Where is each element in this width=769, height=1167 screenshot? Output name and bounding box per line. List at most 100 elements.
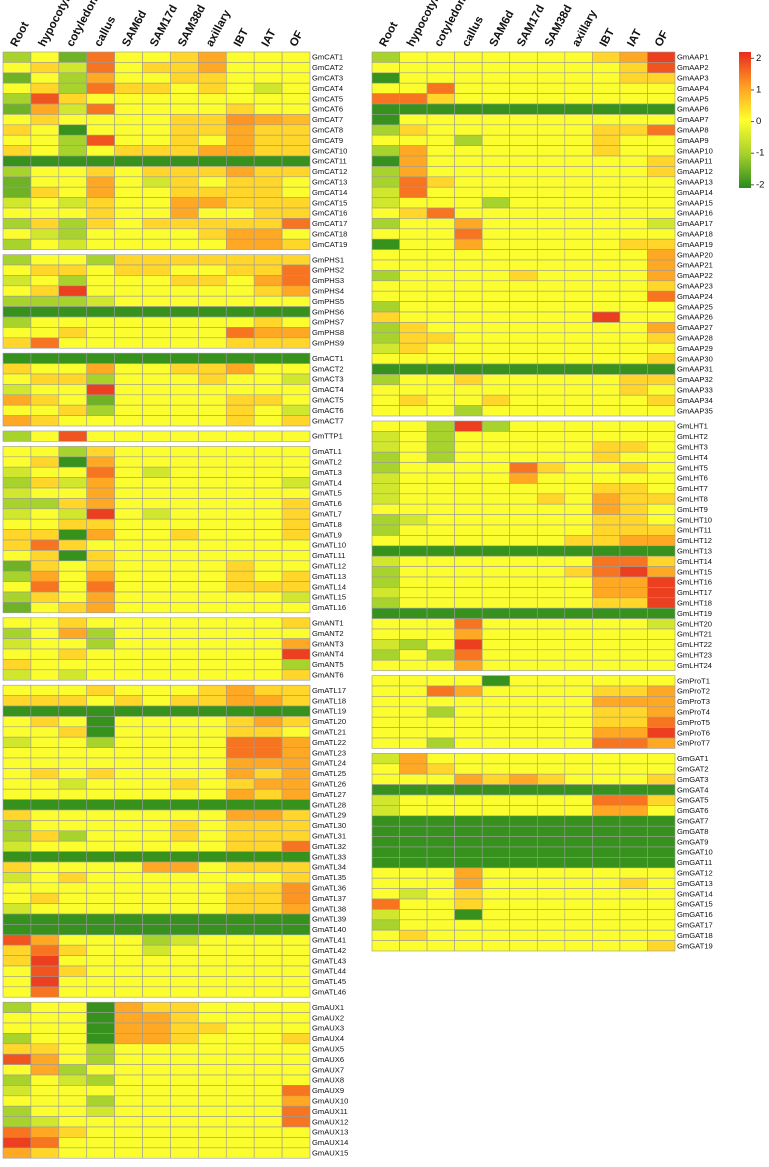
heatmap-cell <box>30 103 60 115</box>
heatmap-cell <box>142 986 171 998</box>
heatmap-cell <box>592 420 621 432</box>
heatmap-cell <box>142 617 171 629</box>
heatmap-cell <box>399 493 428 505</box>
heatmap-cell <box>454 763 483 775</box>
heatmap-cell <box>114 944 143 956</box>
heatmap-cell <box>509 794 538 806</box>
heatmap-cell <box>564 82 593 94</box>
heatmap-cell <box>454 270 483 282</box>
heatmap-cell <box>592 384 621 396</box>
heatmap-cell <box>536 166 566 178</box>
heatmap-cell <box>253 1105 283 1117</box>
heatmap-cell <box>86 82 115 94</box>
heatmap-cell <box>253 498 283 510</box>
heatmap-cell <box>564 114 593 126</box>
heatmap-cell <box>253 986 283 998</box>
heatmap-cell <box>225 1022 255 1034</box>
heatmap-cell <box>2 872 32 884</box>
heatmap-cell <box>454 322 483 334</box>
heatmap-cell <box>170 705 199 717</box>
heatmap-cell <box>399 114 428 126</box>
heatmap-cell <box>253 363 283 375</box>
heatmap-cell <box>2 275 32 287</box>
heatmap-cell <box>225 1053 255 1065</box>
heatmap-cell <box>509 197 538 209</box>
row-label: GmAAP11 <box>677 157 712 166</box>
heatmap-cell <box>30 788 60 800</box>
row-label: GmAAP5 <box>677 94 709 103</box>
heatmap-cell <box>619 815 648 827</box>
heatmap-cell <box>86 757 115 769</box>
heatmap-cell <box>592 301 621 313</box>
heatmap-cell <box>647 649 676 661</box>
heatmap-cell <box>30 446 60 458</box>
heatmap-cell <box>454 639 483 651</box>
heatmap-cell <box>142 550 171 562</box>
heatmap-cell <box>170 316 199 328</box>
heatmap-cell <box>647 493 676 505</box>
heatmap-cell <box>30 415 60 427</box>
heatmap-cell <box>281 903 311 915</box>
heatmap-cell <box>170 581 199 593</box>
heatmap-cell <box>536 857 566 869</box>
heatmap-cell <box>281 498 311 510</box>
heatmap-cell <box>509 836 538 848</box>
heatmap-cell <box>142 539 171 551</box>
heatmap-cell <box>481 311 511 323</box>
heatmap-cell <box>253 705 283 717</box>
row-label: GmAUX14 <box>312 1138 348 1147</box>
heatmap-cell <box>170 466 199 478</box>
heatmap-cell <box>592 483 621 495</box>
heatmap-cell <box>170 238 199 250</box>
heatmap-cell <box>281 228 311 240</box>
heatmap-cell <box>253 466 283 478</box>
heatmap-cell <box>509 218 538 230</box>
heatmap-cell <box>170 93 199 105</box>
heatmap-cell <box>170 570 199 582</box>
heatmap-cell <box>86 1085 115 1097</box>
heatmap-cell <box>481 503 511 515</box>
heatmap-cell <box>253 166 283 178</box>
heatmap-cell <box>619 124 648 136</box>
heatmap-cell <box>399 145 428 157</box>
heatmap-cell <box>399 898 428 910</box>
heatmap-cell <box>592 114 621 126</box>
heatmap-cell <box>619 353 648 365</box>
heatmap-cell <box>170 327 199 339</box>
heatmap-cell <box>481 249 511 261</box>
heatmap-cell <box>86 1053 115 1065</box>
heatmap-cell <box>592 238 621 250</box>
heatmap-cell <box>58 1012 88 1024</box>
heatmap-cell <box>481 929 511 941</box>
heatmap-cell <box>509 773 538 785</box>
heatmap-cell <box>170 716 199 728</box>
heatmap-cell <box>509 82 538 94</box>
heatmap-cell <box>30 851 60 863</box>
heatmap-cell <box>619 166 648 178</box>
heatmap-cell <box>58 695 88 707</box>
heatmap-cell <box>253 695 283 707</box>
heatmap-cell <box>426 62 455 74</box>
row-label: GmAAP19 <box>677 240 713 249</box>
heatmap-cell <box>426 259 455 271</box>
heatmap-cell <box>281 1012 311 1024</box>
heatmap-cell <box>114 913 143 925</box>
heatmap-cell <box>619 940 648 952</box>
heatmap-cell <box>114 207 143 219</box>
heatmap-cell <box>225 218 255 230</box>
heatmap-cell <box>281 197 311 209</box>
heatmap-cell <box>2 539 32 551</box>
heatmap-cell <box>619 103 648 115</box>
heatmap-cell <box>454 566 483 578</box>
heatmap-cell <box>564 301 593 313</box>
heatmap-cell <box>454 675 483 687</box>
heatmap-cell <box>454 394 483 406</box>
heatmap-cell <box>454 940 483 952</box>
heatmap-cell <box>454 166 483 178</box>
row-label: GmLHT6 <box>677 474 708 483</box>
heatmap-cell <box>30 327 60 339</box>
row-label: GmATL35 <box>312 873 346 882</box>
heatmap-cell <box>647 675 676 687</box>
heatmap-cell <box>30 1105 60 1117</box>
heatmap-cell <box>225 145 255 157</box>
